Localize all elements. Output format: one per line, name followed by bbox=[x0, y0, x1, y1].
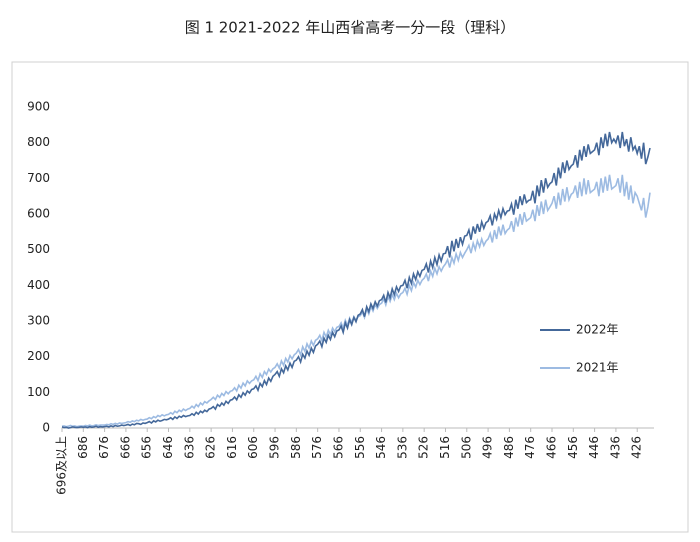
x-tick-label: 506 bbox=[459, 436, 473, 459]
x-tick-label: 696及以上 bbox=[55, 436, 69, 495]
chart-title: 图 1 2021-2022 年山西省高考一分一段（理科） bbox=[185, 19, 516, 37]
y-tick-label: 900 bbox=[27, 100, 50, 114]
x-tick-label: 566 bbox=[331, 436, 345, 459]
y-tick-label: 200 bbox=[27, 349, 50, 363]
x-tick-label: 626 bbox=[204, 436, 218, 459]
x-tick-label: 646 bbox=[161, 436, 175, 459]
series-line bbox=[61, 174, 651, 428]
x-tick-label: 446 bbox=[587, 436, 601, 459]
x-tick-label: 436 bbox=[608, 436, 622, 459]
x-tick-label: 656 bbox=[140, 436, 154, 459]
x-tick-label: 476 bbox=[523, 436, 537, 459]
y-tick-label: 300 bbox=[27, 314, 50, 328]
x-tick-label: 496 bbox=[481, 436, 495, 459]
x-tick-label: 666 bbox=[118, 436, 132, 459]
legend-label: 2021年 bbox=[576, 361, 619, 375]
x-tick-label: 616 bbox=[225, 436, 239, 459]
y-tick-label: 700 bbox=[27, 171, 50, 185]
y-tick-label: 800 bbox=[27, 135, 50, 149]
legend-label: 2022年 bbox=[576, 323, 619, 337]
chart-frame bbox=[11, 61, 689, 533]
x-tick-label: 596 bbox=[268, 436, 282, 459]
x-tick-label: 426 bbox=[630, 436, 644, 459]
y-tick-label: 400 bbox=[27, 278, 50, 292]
y-tick-label: 600 bbox=[27, 207, 50, 221]
series-line bbox=[61, 131, 651, 429]
x-tick-label: 516 bbox=[438, 436, 452, 459]
x-tick-label: 546 bbox=[374, 436, 388, 459]
x-tick-label: 456 bbox=[566, 436, 580, 459]
x-tick-label: 556 bbox=[353, 436, 367, 459]
x-tick-label: 686 bbox=[76, 436, 90, 459]
x-tick-label: 676 bbox=[97, 436, 111, 459]
x-tick-label: 576 bbox=[310, 436, 324, 459]
x-tick-label: 466 bbox=[545, 436, 559, 459]
x-tick-label: 536 bbox=[395, 436, 409, 459]
y-tick-label: 0 bbox=[42, 421, 50, 435]
x-tick-label: 586 bbox=[289, 436, 303, 459]
x-tick-label: 606 bbox=[246, 436, 260, 459]
x-tick-label: 526 bbox=[417, 436, 431, 459]
x-tick-label: 486 bbox=[502, 436, 516, 459]
y-tick-label: 100 bbox=[27, 385, 50, 399]
x-tick-label: 636 bbox=[182, 436, 196, 459]
y-tick-label: 500 bbox=[27, 242, 50, 256]
